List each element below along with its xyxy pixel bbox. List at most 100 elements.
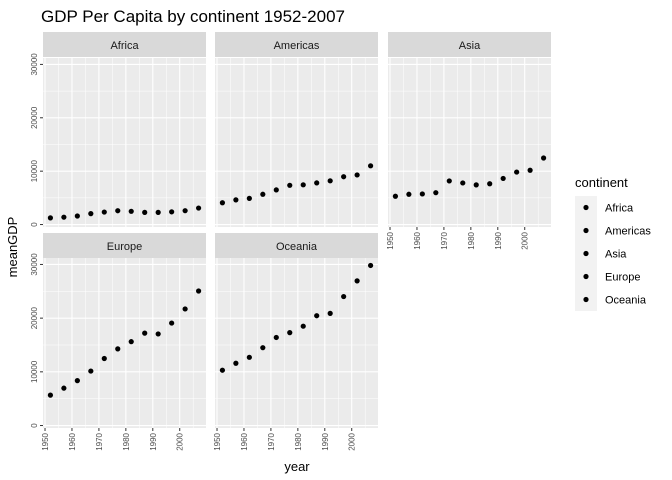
data-point-asia	[392, 193, 399, 199]
x-tick-label: 2000	[348, 432, 357, 450]
x-tick-label: 1990	[494, 231, 503, 249]
panel-africa	[43, 58, 206, 227]
facet-africa: Africa 0 10000 20000 30000	[30, 32, 206, 227]
y-tick-label: 10000	[30, 360, 39, 383]
data-point-europe	[155, 331, 161, 337]
x-tick-label: 2000	[521, 231, 530, 249]
data-point-europe	[61, 385, 67, 391]
strip-americas	[215, 32, 378, 57]
strip-label-americas: Americas	[274, 40, 320, 52]
legend-key-europe	[583, 273, 589, 280]
y-tick-label: 30000	[30, 253, 39, 276]
y-tick-label: 20000	[30, 106, 39, 129]
data-point-oceania	[300, 323, 306, 329]
data-point-europe	[169, 320, 175, 326]
strip-asia	[388, 32, 551, 57]
data-point-europe	[101, 355, 107, 362]
y-tick-label: 0	[30, 222, 39, 227]
data-point-oceania	[233, 360, 239, 366]
data-point-europe	[115, 346, 121, 352]
strip-label-oceania: Oceania	[276, 241, 318, 253]
data-point-americas	[260, 191, 266, 197]
data-point-asia	[419, 191, 425, 197]
legend-label-oceania: Oceania	[605, 295, 647, 307]
x-tick-label: 1960	[413, 231, 422, 249]
data-point-africa	[128, 208, 134, 214]
x-tick-label: 1990	[321, 432, 330, 450]
data-point-oceania	[367, 262, 374, 269]
data-point-europe	[128, 339, 134, 345]
legend-label-africa: Africa	[605, 203, 634, 215]
data-point-africa	[155, 209, 161, 215]
x-tick-label: 1980	[294, 432, 303, 450]
x-tick-label: 1980	[467, 231, 476, 249]
data-point-asia	[406, 191, 412, 197]
data-point-oceania	[314, 313, 320, 319]
strip-label-asia: Asia	[459, 40, 481, 52]
y-tick-label: 30000	[30, 53, 39, 76]
legend-key-africa	[583, 204, 589, 211]
y-tick-label: 0	[30, 423, 39, 428]
data-point-asia	[460, 180, 466, 186]
legend-label-europe: Europe	[605, 272, 640, 284]
data-point-oceania	[246, 354, 252, 360]
x-tick-label: 1970	[440, 231, 449, 249]
strip-europe	[43, 233, 206, 258]
data-point-asia	[514, 169, 520, 175]
data-point-asia	[446, 178, 452, 184]
x-tick-label: 1960	[240, 432, 249, 450]
data-point-europe	[88, 368, 94, 374]
data-point-europe	[47, 392, 54, 398]
data-point-oceania	[287, 330, 293, 336]
x-tick-label: 1970	[95, 432, 104, 450]
data-point-americas	[314, 180, 320, 186]
chart-title: GDP Per Capita by continent 1952-2007	[41, 7, 345, 26]
data-point-europe	[182, 306, 188, 312]
data-point-americas	[327, 178, 333, 184]
strip-label-europe: Europe	[107, 241, 142, 253]
x-tick-label: 1950	[213, 432, 222, 450]
legend-title: continent	[575, 175, 628, 190]
data-point-asia	[433, 190, 439, 196]
data-point-oceania	[273, 334, 279, 341]
data-point-africa	[195, 205, 202, 211]
x-axis-title: year	[284, 459, 310, 474]
y-axis-title: meanGDP	[5, 217, 20, 278]
data-point-asia	[500, 175, 506, 182]
data-point-europe	[74, 378, 80, 384]
data-point-africa	[47, 215, 54, 221]
data-point-oceania	[354, 278, 360, 284]
data-point-asia	[473, 182, 479, 188]
legend: continent Africa Americas Asia Europe Oceani…	[575, 175, 651, 311]
legend-key-asia	[583, 250, 589, 257]
strip-oceania	[215, 233, 378, 258]
facet-americas: Americas	[215, 32, 378, 227]
data-point-africa	[169, 209, 175, 215]
data-point-americas	[273, 187, 279, 193]
data-point-americas	[341, 174, 347, 180]
x-tick-label: 1990	[149, 432, 158, 450]
x-tick-label: 1980	[122, 432, 131, 450]
data-point-africa	[88, 211, 94, 217]
data-point-oceania	[341, 293, 347, 300]
legend-key-americas	[583, 227, 589, 234]
data-point-oceania	[327, 310, 333, 316]
data-point-africa	[115, 208, 121, 214]
data-point-oceania	[219, 367, 226, 373]
facet-oceania: Oceania 1950 1960 1970 1980 1990 2000	[213, 233, 378, 451]
legend-label-americas: Americas	[605, 226, 651, 238]
data-point-africa	[182, 208, 188, 214]
data-point-americas	[367, 163, 374, 169]
strip-label-africa: Africa	[110, 40, 139, 52]
x-tick-label: 1950	[41, 432, 50, 450]
facet-asia: Asia 1950 1960 1970 1980 1990 2000	[386, 32, 551, 250]
legend-label-asia: Asia	[605, 249, 627, 261]
data-point-americas	[354, 172, 360, 178]
panel-americas	[215, 58, 378, 227]
data-point-asia	[540, 155, 547, 161]
y-tick-label: 20000	[30, 306, 39, 329]
data-point-oceania	[260, 345, 266, 351]
x-tick-label: 1960	[68, 432, 77, 450]
